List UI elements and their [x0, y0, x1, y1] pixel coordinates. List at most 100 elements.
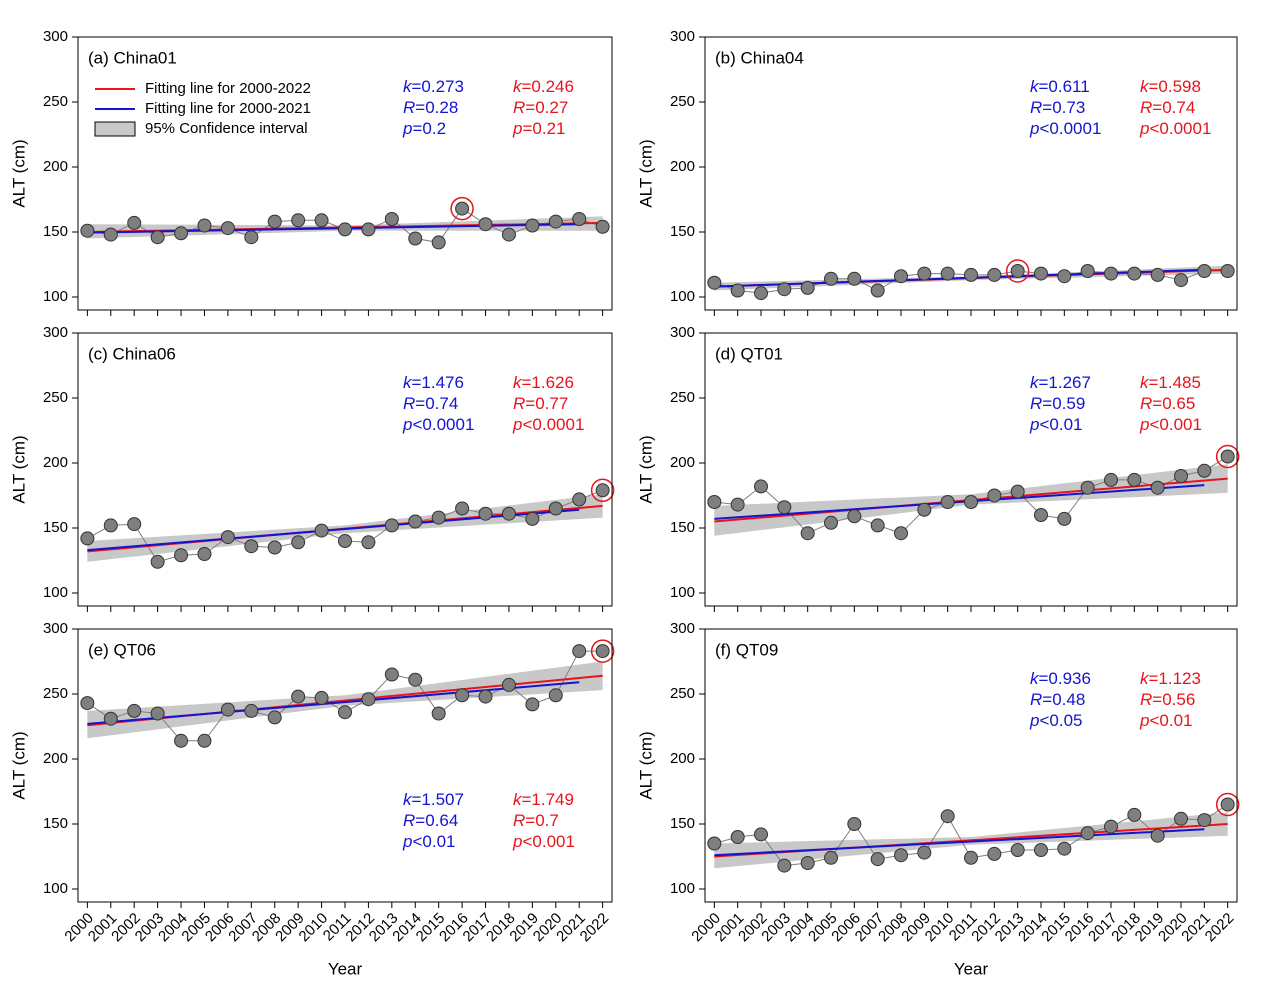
- data-point: [730, 830, 745, 844]
- data-point: [754, 286, 768, 301]
- fit-line: [87, 681, 580, 725]
- data-point: [103, 518, 118, 533]
- stat-label: R=0.65: [1140, 394, 1195, 413]
- stat-label: R=0.59: [1030, 394, 1085, 413]
- x-axis-label: Year: [328, 959, 363, 978]
- y-tick-label: 300: [670, 28, 695, 45]
- data-point: [501, 506, 516, 521]
- data-point: [1220, 449, 1235, 464]
- stat-label: k=1.267: [1030, 373, 1091, 392]
- panel-title: (e) QT06: [88, 640, 156, 659]
- data-point: [431, 510, 446, 525]
- data-point: [384, 667, 399, 682]
- fit-line: [87, 223, 580, 234]
- data-point: [870, 283, 885, 298]
- stat-label: p<0.0001: [512, 415, 584, 434]
- data-point: [730, 497, 745, 512]
- data-point: [525, 218, 540, 233]
- y-tick-label: 150: [670, 223, 695, 240]
- data-point: [707, 495, 722, 509]
- y-tick-label: 100: [670, 288, 695, 305]
- data-point: [314, 523, 329, 538]
- stat-label: k=1.485: [1140, 373, 1201, 392]
- data-point: [987, 267, 1002, 282]
- legend-swatch: [94, 121, 136, 137]
- data-point: [1197, 463, 1212, 478]
- y-tick-label: 300: [43, 620, 68, 637]
- data-point: [455, 201, 470, 216]
- plot-frame: [77, 628, 613, 903]
- data-point: [917, 845, 932, 860]
- highlight-ring: [450, 196, 474, 221]
- y-tick-label: 250: [43, 685, 68, 702]
- data-point: [595, 219, 610, 234]
- data-point: [197, 733, 212, 748]
- data-point: [478, 689, 493, 704]
- data-point: [1174, 811, 1188, 826]
- stat-label: p<0.001: [1139, 415, 1202, 434]
- data-point: [730, 283, 745, 298]
- data-point: [964, 267, 978, 282]
- data-point: [940, 809, 955, 824]
- data-point: [1220, 264, 1235, 278]
- y-tick-label: 100: [43, 880, 68, 897]
- stat-label: k=1.626: [513, 373, 574, 392]
- data-point: [314, 213, 329, 228]
- data-point: [847, 817, 862, 831]
- data-point: [800, 526, 815, 541]
- data-point: [1104, 819, 1118, 834]
- data-point: [267, 214, 282, 229]
- plot-frame: [77, 36, 613, 311]
- y-tick-label: 100: [43, 584, 68, 601]
- y-tick-label: 200: [670, 158, 695, 175]
- data-point: [595, 644, 610, 659]
- y-axis-label: ALT (cm): [636, 731, 655, 799]
- data-point: [1104, 266, 1118, 281]
- y-tick-label: 150: [670, 519, 695, 536]
- y-tick-label: 300: [670, 324, 695, 341]
- data-point: [127, 215, 142, 230]
- plot-frame: [704, 332, 1238, 607]
- stat-label: k=0.598: [1140, 77, 1201, 96]
- y-axis-label: ALT (cm): [636, 139, 655, 207]
- panel-title: (b) China04: [715, 48, 804, 67]
- data-point: [894, 848, 908, 863]
- data-point: [80, 531, 95, 546]
- y-axis-label: ALT (cm): [9, 139, 28, 207]
- data-point: [384, 212, 399, 226]
- data-point: [478, 217, 493, 232]
- data-point: [1010, 484, 1025, 499]
- data-point: [1034, 508, 1048, 522]
- legend-label: Fitting line for 2000-2022: [145, 80, 311, 97]
- y-tick-label: 250: [43, 93, 68, 110]
- data-point: [361, 535, 376, 550]
- data-point: [361, 222, 376, 237]
- data-point: [1174, 469, 1188, 483]
- data-point: [824, 271, 838, 286]
- y-tick-label: 200: [43, 750, 68, 767]
- legend-label: 95% Confidence interval: [145, 120, 308, 137]
- data-point: [267, 710, 282, 725]
- data-point: [150, 230, 165, 245]
- y-axis-label: ALT (cm): [636, 435, 655, 503]
- data-point: [267, 540, 282, 555]
- data-point: [431, 706, 446, 721]
- data-point: [1197, 264, 1212, 278]
- fit-line: [714, 484, 1205, 520]
- stat-label: k=0.246: [513, 77, 574, 96]
- stat-label: R=0.27: [513, 98, 568, 117]
- data-point: [1150, 267, 1165, 282]
- data-point: [1057, 269, 1072, 284]
- stat-label: p<0.0001: [1139, 119, 1211, 138]
- data-point: [1197, 813, 1212, 828]
- y-tick-label: 150: [43, 223, 68, 240]
- y-tick-label: 150: [43, 519, 68, 536]
- y-tick-label: 200: [670, 454, 695, 471]
- data-point: [1080, 826, 1095, 841]
- data-point: [150, 554, 165, 569]
- plot-frame: [704, 36, 1238, 311]
- stat-label: k=0.936: [1030, 669, 1091, 688]
- data-point: [1220, 797, 1235, 812]
- data-point: [987, 488, 1002, 503]
- stat-label: p<0.01: [402, 832, 455, 851]
